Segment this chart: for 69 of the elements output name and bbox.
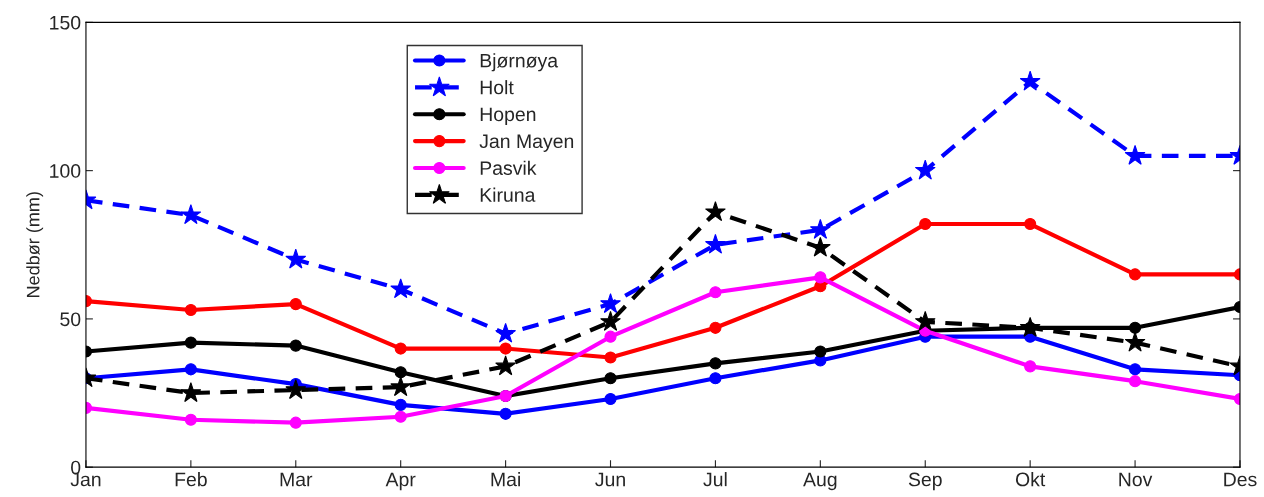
point (184, 363, 197, 376)
y-tick-label: 50 (60, 312, 81, 327)
point (1024, 217, 1037, 231)
point (604, 351, 617, 364)
point (604, 392, 617, 406)
y-tick-label: 100 (50, 164, 81, 178)
point (705, 201, 726, 222)
legend-label: Pasvik (480, 160, 537, 175)
point (394, 398, 407, 411)
point (1129, 268, 1142, 281)
x-tick-label: Nov (1119, 472, 1153, 487)
point (285, 379, 307, 400)
point (184, 303, 197, 317)
y-tick-label: 150 (50, 15, 81, 30)
point (705, 233, 726, 254)
point (184, 413, 197, 426)
point (814, 271, 827, 284)
point (394, 366, 407, 379)
point (814, 345, 827, 358)
point (390, 376, 412, 397)
legend-label: Jan Mayen (479, 134, 574, 152)
point (289, 339, 302, 352)
point (499, 407, 512, 420)
point (709, 321, 722, 334)
x-tick-label: Aug (803, 472, 837, 491)
point (914, 310, 936, 331)
point (1019, 70, 1041, 91)
x-tick-label: Jul (703, 472, 727, 487)
x-tick-label: Mar (280, 472, 313, 487)
legend-label: Bjørnøya (480, 53, 559, 72)
point (604, 330, 617, 343)
point (1129, 321, 1142, 334)
point (1024, 360, 1037, 373)
point (495, 355, 517, 376)
point (600, 293, 621, 314)
point (1124, 144, 1146, 165)
point (709, 357, 722, 370)
legend-label: Holt (480, 80, 514, 95)
y-axis-title: Nedbør (mm) (26, 192, 44, 297)
point (709, 372, 722, 385)
point (919, 217, 932, 231)
point (289, 416, 302, 429)
point (180, 382, 202, 402)
point (600, 310, 621, 331)
point (184, 336, 197, 349)
point (180, 204, 202, 225)
point (914, 159, 936, 180)
point (495, 322, 517, 343)
point (1124, 331, 1146, 352)
x-tick-label: Des (1224, 472, 1257, 487)
legend-label: Kiruna (480, 187, 536, 202)
point (499, 342, 512, 355)
legend-label: Hopen (480, 107, 536, 126)
point (394, 342, 407, 355)
point (1129, 363, 1142, 376)
point (285, 248, 307, 269)
point (390, 278, 412, 299)
x-tick-label: Jun (595, 472, 625, 487)
point (1129, 375, 1142, 388)
x-tick-label: Sep (908, 472, 942, 491)
x-tick-label: Feb (175, 472, 207, 487)
point (289, 298, 302, 311)
point (809, 219, 831, 239)
x-tick-label: Mai (491, 472, 520, 487)
point (394, 410, 407, 423)
point (709, 286, 722, 299)
x-tick-label: Apr (385, 472, 416, 491)
point (604, 372, 617, 385)
x-tick-label: Okt (1015, 472, 1046, 487)
